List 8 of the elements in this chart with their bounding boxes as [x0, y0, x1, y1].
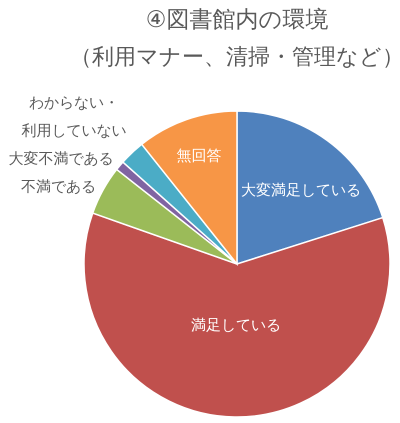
slice-label: 大変満足している	[241, 180, 362, 199]
chart-title: ④図書館内の環境	[146, 6, 328, 34]
slice-label: 無回答	[176, 146, 222, 165]
slice-label: 大変不満である	[8, 149, 114, 168]
slice-label: 満足している	[191, 316, 282, 334]
slice-label: わからない・利用していない	[21, 93, 126, 140]
slice-label: 不満である	[20, 177, 96, 196]
chart-subtitle: （利用マナー、清掃・管理など）	[70, 44, 400, 72]
